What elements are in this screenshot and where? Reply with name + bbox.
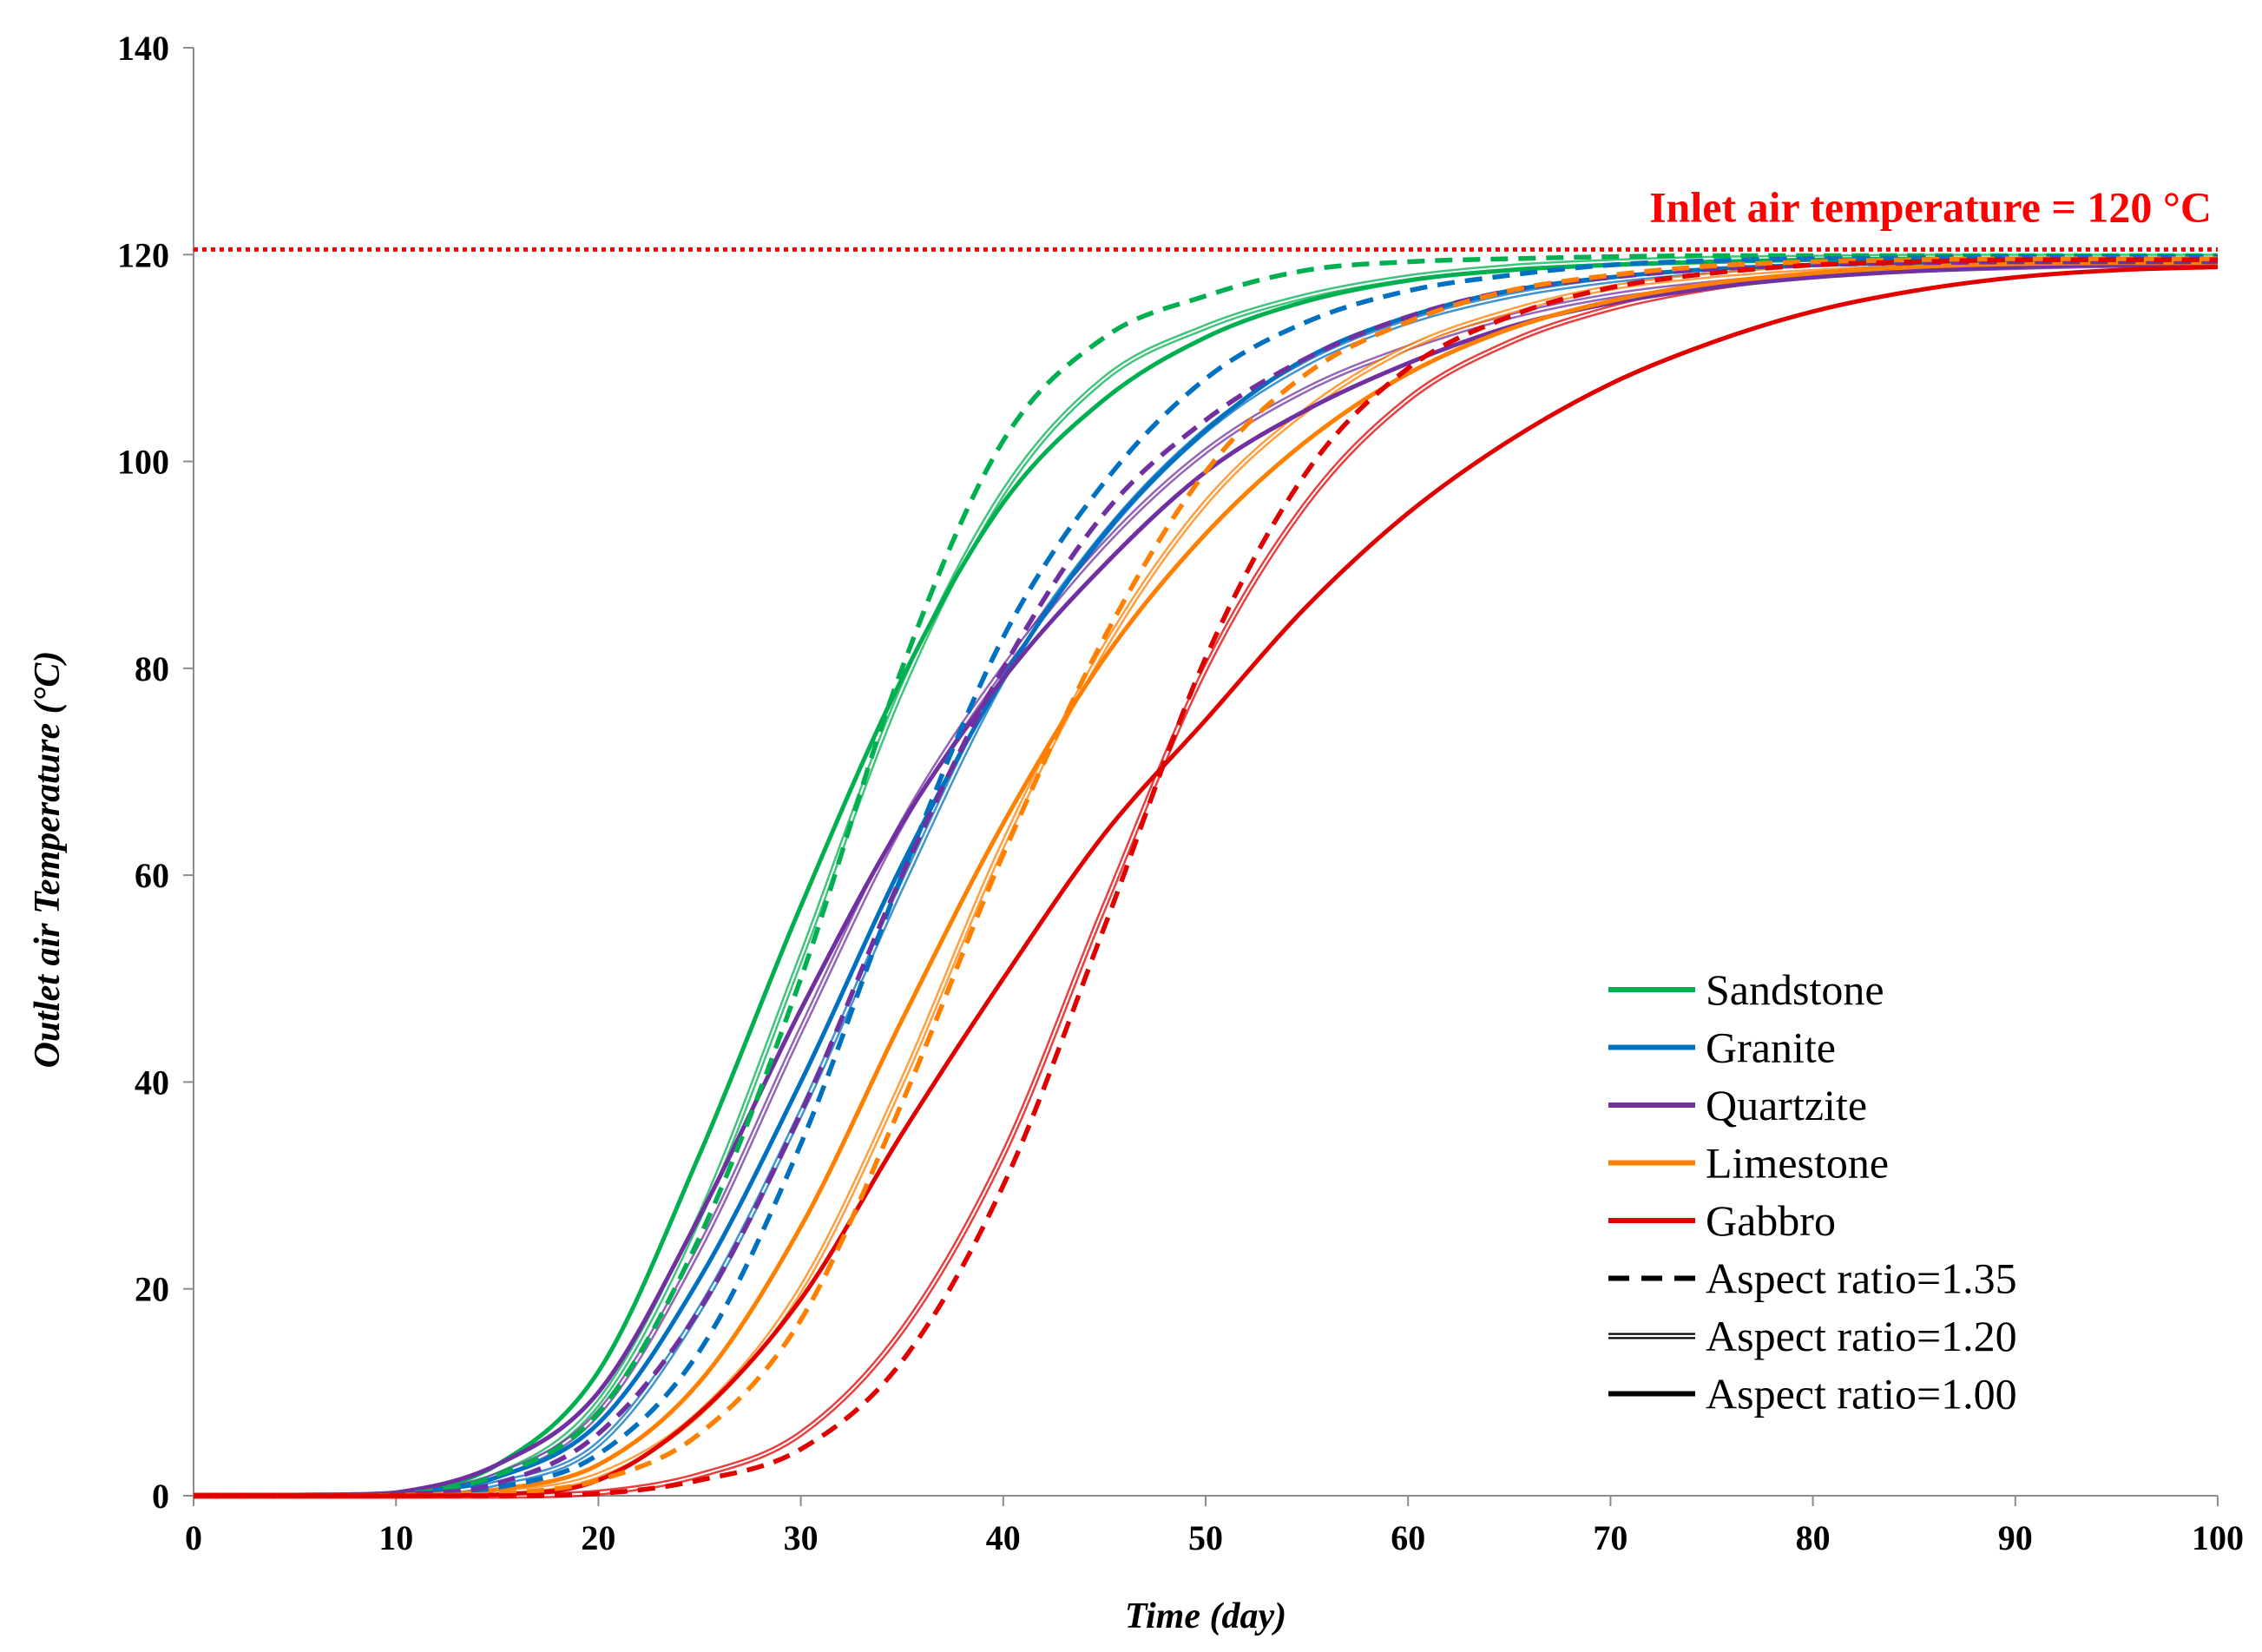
x-tick-label: 20: [581, 1518, 615, 1557]
y-axis-title: Outlet air Temperature (°C): [28, 651, 68, 1069]
y-ticks: 0 20 40 60 80 100 120 140: [117, 29, 194, 1516]
series-line-limestone-ar-1-00: [194, 260, 2218, 1498]
x-tick-label: 60: [1391, 1518, 1425, 1557]
legend-label: Aspect ratio=1.35: [1706, 1254, 2017, 1303]
legend-label: Sandstone: [1706, 965, 1884, 1014]
x-tick-label: 40: [986, 1518, 1021, 1557]
legend-label: Limestone: [1706, 1139, 1889, 1188]
legend-label: Gabbro: [1706, 1196, 1836, 1245]
x-tick-label: 10: [378, 1518, 413, 1557]
x-tick-label: 0: [185, 1518, 202, 1557]
legend-label: Aspect ratio=1.00: [1706, 1370, 2017, 1418]
series-line-path: [194, 258, 2218, 1498]
legend-label: Aspect ratio=1.20: [1706, 1312, 2017, 1360]
series-line-limestone-ar-1-20: [194, 257, 2218, 1499]
x-tick-label: 30: [784, 1518, 819, 1557]
series-line-sandstone-ar-1-35: [194, 253, 2218, 1498]
series-line-limestone-ar-1-35: [194, 256, 2218, 1498]
x-axis-title: Time (day): [1125, 1596, 1286, 1636]
series-line-path: [194, 253, 2218, 1498]
y-tick-label: 140: [117, 29, 169, 68]
y-tick-label: 80: [135, 649, 169, 688]
series-line-gabbro-ar-1-35: [194, 257, 2218, 1498]
series-line-path: [194, 253, 2218, 1498]
series-line-path: [194, 259, 2218, 1498]
series-line-granite-ar-1-00: [194, 258, 2218, 1498]
x-tick-label: 50: [1188, 1518, 1223, 1557]
y-tick-label: 100: [117, 443, 169, 482]
legend-label: Quartzite: [1706, 1081, 1867, 1129]
legend-label: Granite: [1706, 1023, 1836, 1072]
y-tick-label: 60: [135, 856, 169, 895]
series-line-quartzite-ar-1-00: [194, 262, 2218, 1498]
x-tick-label: 70: [1593, 1518, 1627, 1557]
x-ticks: 0 10 20 30 40 50 60 70 80 90 100: [185, 1496, 2244, 1557]
series-line-path: [194, 260, 2218, 1498]
legend: Sandstone Granite Quartzite Limestone Gabbro…: [1608, 965, 2017, 1418]
y-tick-label: 0: [152, 1477, 169, 1516]
series-line-granite-ar-1-35: [194, 253, 2218, 1498]
inlet-temperature-label: Inlet air temperature = 120 °C: [1649, 182, 2212, 231]
y-tick-label: 120: [117, 235, 169, 274]
series-line-quartzite-ar-1-35: [194, 259, 2218, 1498]
series-line-inner: [194, 260, 2218, 1497]
series-group: [194, 253, 2219, 1499]
x-tick-label: 100: [2192, 1518, 2244, 1557]
y-tick-label: 40: [135, 1063, 169, 1102]
series-line-path: [194, 262, 2218, 1498]
x-tick-label: 80: [1796, 1518, 1831, 1557]
x-tick-label: 90: [1998, 1518, 2033, 1557]
series-line-path: [194, 256, 2218, 1498]
series-line-path: [194, 257, 2218, 1498]
y-tick-label: 20: [135, 1270, 169, 1309]
